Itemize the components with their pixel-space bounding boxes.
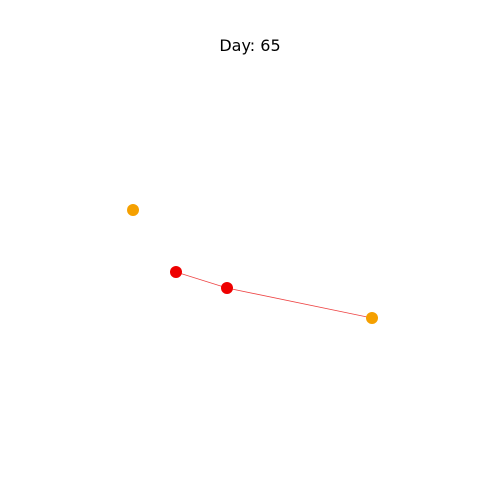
graph-edge-n3-n4 <box>226 287 373 319</box>
graph-node-n2 <box>170 266 182 278</box>
graph-node-n4 <box>366 312 378 324</box>
day-title: Day: 65 <box>219 36 281 55</box>
graph-node-n3 <box>221 282 233 294</box>
graph-edge-n2-n3 <box>175 271 228 289</box>
graph-node-n1 <box>127 204 139 216</box>
